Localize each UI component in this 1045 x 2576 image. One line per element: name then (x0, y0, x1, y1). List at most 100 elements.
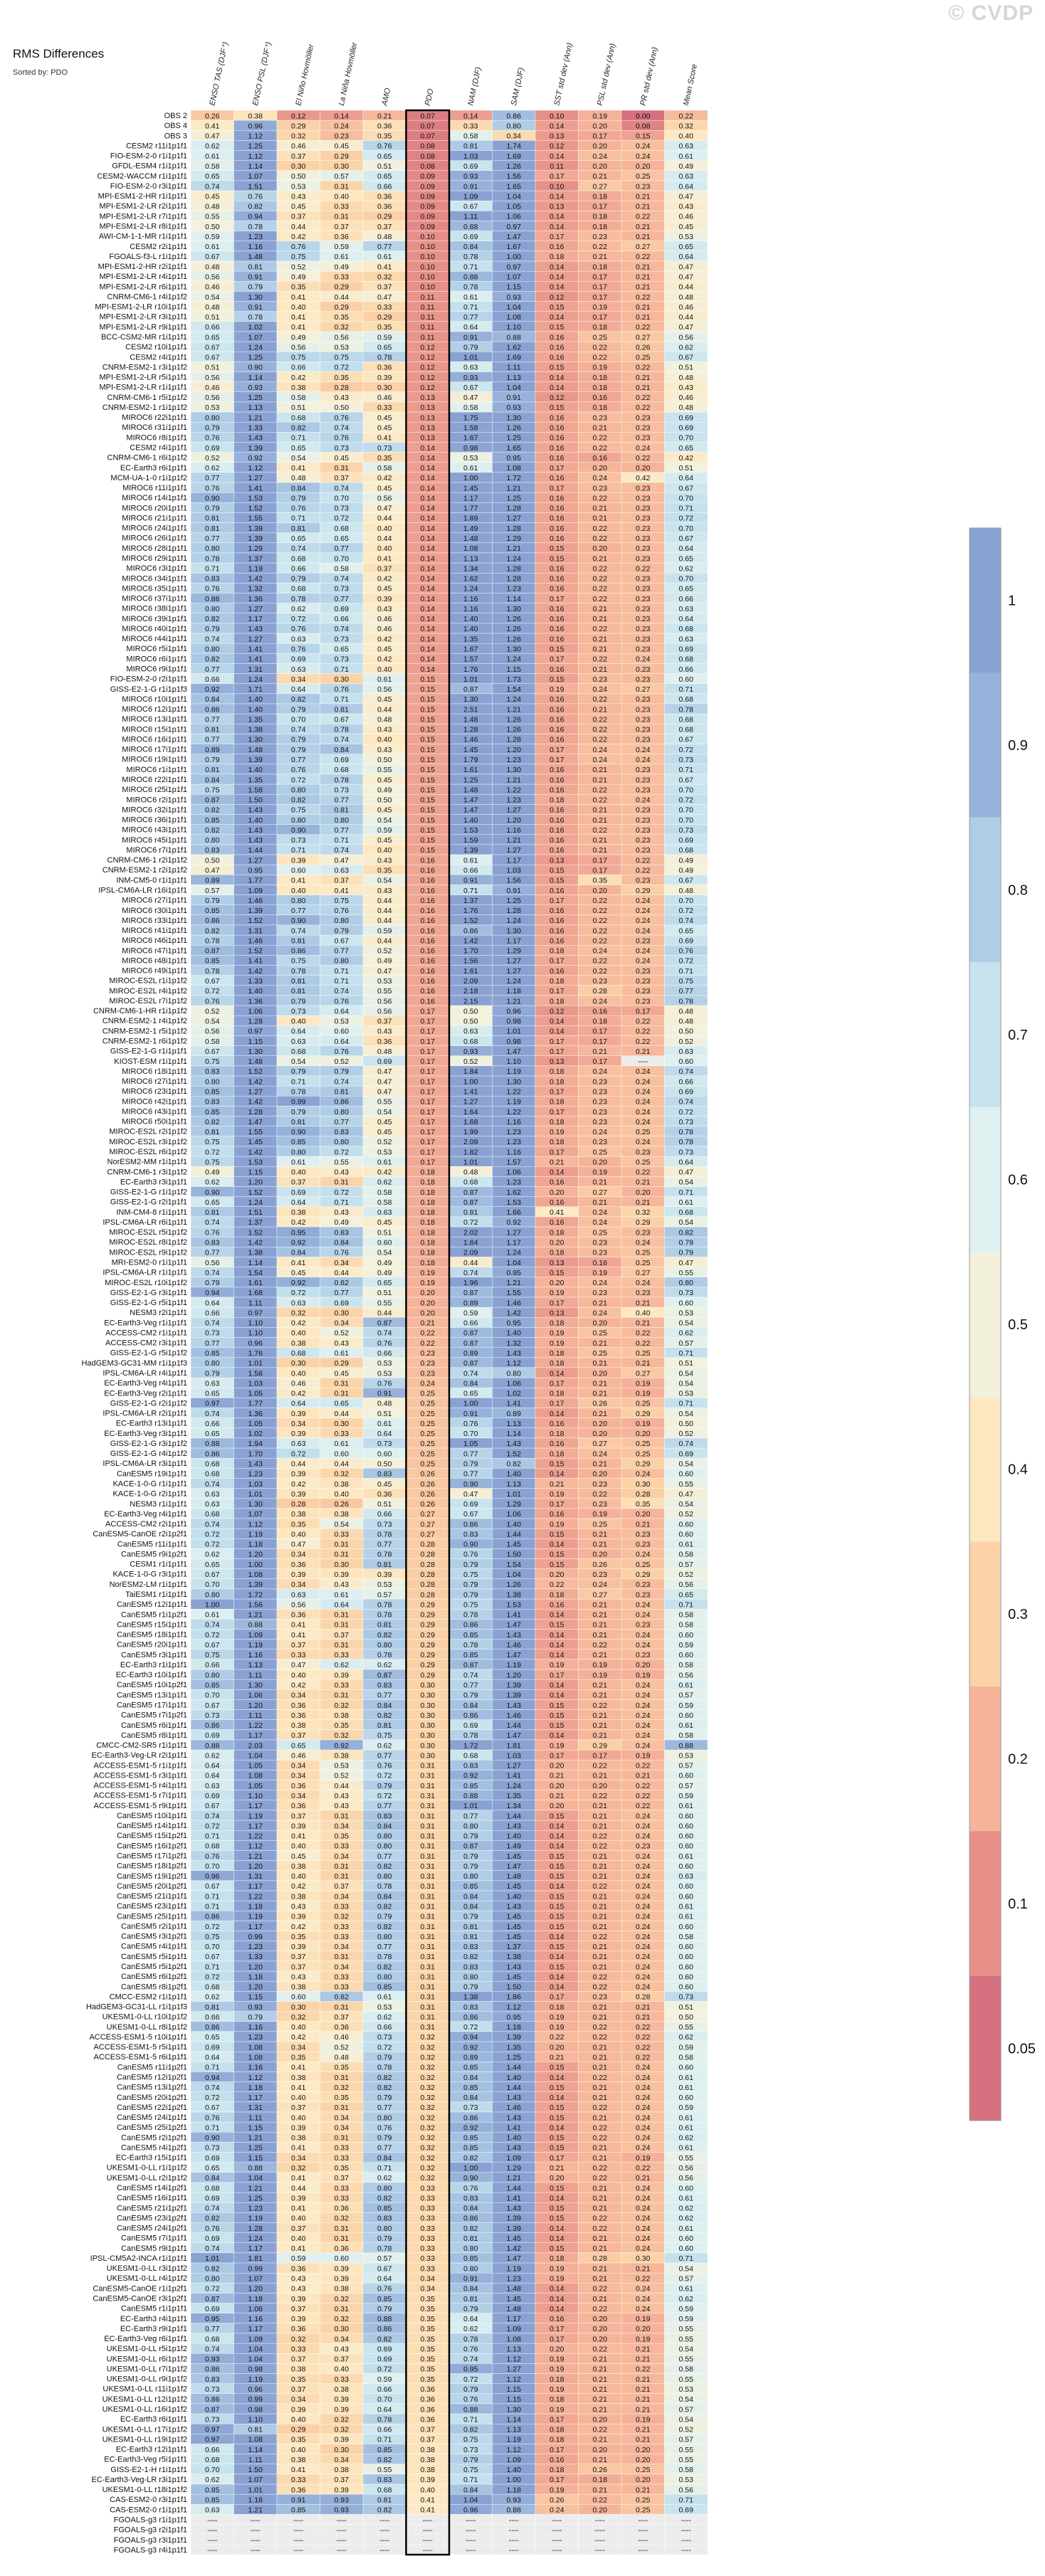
cell-value: 0.24 (636, 2113, 651, 2122)
cell-value: 0.21 (593, 1339, 608, 1348)
cell-value: 0.09 (421, 213, 436, 221)
cell-value: 0.53 (291, 182, 306, 191)
cell-value: 0.66 (205, 2013, 220, 2022)
cell-value: 0.72 (205, 1631, 220, 1640)
cell-value: 1.27 (248, 635, 263, 643)
cell-value: 1.30 (507, 1077, 522, 1086)
cell-value: 0.32 (291, 1309, 306, 1317)
cell-value: 1.06 (248, 1691, 263, 1700)
cell-value: 1.96 (463, 1279, 478, 1287)
cell-value: 0.80 (377, 1872, 392, 1881)
cell-value: 0.16 (550, 836, 564, 845)
cell-value: 1.36 (248, 997, 263, 1005)
cell-value: 1.27 (507, 846, 522, 855)
cell-value: 0.76 (335, 907, 350, 915)
cell-value: 0.83 (463, 2194, 478, 2202)
cell-value: 1.14 (248, 1259, 263, 1267)
cell-value: 1.48 (463, 715, 478, 724)
cell-value: 0.58 (679, 1731, 694, 1740)
cell-value: 0.35 (377, 454, 392, 463)
cell-value: 0.61 (377, 675, 392, 684)
cell-value: 0.24 (593, 1128, 608, 1136)
cell-value: 0.24 (636, 1470, 651, 1479)
cell-value: 0.10 (421, 233, 436, 241)
cell-value: 0.37 (335, 474, 350, 482)
cell-value: 0.16 (550, 243, 564, 251)
cell-value: 0.59 (377, 927, 392, 935)
cell-value: 1.39 (248, 1580, 263, 1589)
cell-value: 0.40 (291, 887, 306, 895)
cell-value: 0.65 (205, 1430, 220, 1438)
cell-value: 1.30 (463, 695, 478, 704)
cell-value: 0.75 (291, 957, 306, 966)
cell-value: 0.63 (377, 1208, 392, 1217)
cell-value: 0.72 (291, 1450, 306, 1458)
column-header: ENSO TAS (DJF⁺) (208, 41, 230, 107)
cell-value: 0.16 (421, 887, 436, 895)
cell-value: 0.21 (636, 303, 651, 312)
cell-value: 0.40 (291, 1018, 306, 1026)
cell-value: 1.20 (507, 746, 522, 754)
cell-value: 0.34 (335, 2123, 350, 2132)
cell-value: 0.16 (550, 887, 564, 895)
cell-value: 0.68 (679, 1208, 694, 1217)
cell-value: 0.14 (421, 494, 436, 502)
cell-value: 0.67 (205, 1047, 220, 1056)
cell-value: 0.72 (205, 1923, 220, 1931)
cell-value: 1.01 (248, 1490, 263, 1499)
cell-value: 0.45 (335, 142, 350, 151)
cell-value: 1.06 (507, 1510, 522, 1519)
cell-value: 0.52 (679, 1571, 694, 1579)
cell-value: 1.15 (507, 283, 522, 292)
cell-value: 0.15 (550, 1721, 564, 1730)
cell-value: 0.55 (679, 2023, 694, 2032)
cell-value: 0.17 (550, 2154, 564, 2163)
cell-value: 0.46 (377, 394, 392, 402)
cell-value: 0.57 (679, 1782, 694, 1790)
cell-value: 0.38 (291, 1892, 306, 1901)
cell-value: 0.73 (377, 2033, 392, 2042)
cell-value: 0.13 (421, 434, 436, 443)
cell-value: 0.21 (593, 1963, 608, 1971)
cell-value: 0.24 (636, 1822, 651, 1830)
cell-value: 0.25 (593, 1329, 608, 1338)
cell-value: 1.71 (248, 685, 263, 694)
cell-value: 1.16 (248, 2064, 263, 2072)
cell-value: 0.15 (421, 776, 436, 784)
cell-value: 0.72 (205, 1530, 220, 1538)
cell-value: 0.16 (550, 786, 564, 794)
cell-value: 0.70 (291, 715, 306, 724)
cell-value: 0.33 (335, 1430, 350, 1438)
cell-value: 0.22 (593, 1701, 608, 1710)
cell-value: 1.38 (507, 1953, 522, 1961)
cell-value: 0.62 (205, 1178, 220, 1187)
cell-value: 0.74 (205, 182, 220, 191)
cell-value: 0.24 (593, 997, 608, 1005)
cell-value: 0.56 (205, 273, 220, 281)
cell-value: 0.36 (291, 1561, 306, 1569)
cell-value: 0.86 (463, 2013, 478, 2022)
cell-value: 0.35 (335, 2164, 350, 2173)
cell-value: 0.72 (679, 796, 694, 805)
cell-value: 0.34 (335, 1963, 350, 1971)
cell-value: 0.16 (421, 947, 436, 956)
cell-value: 0.19 (550, 1339, 564, 1348)
cell-value: 1.25 (248, 354, 263, 362)
cell-value: 1.12 (507, 1359, 522, 1368)
cell-value: 0.14 (550, 313, 564, 322)
cell-value: 0.16 (421, 866, 436, 875)
cell-value: 1.19 (248, 1641, 263, 1649)
cell-value: 0.32 (335, 1731, 350, 1740)
cell-value: 0.16 (593, 454, 608, 463)
cell-value: 0.14 (550, 1541, 564, 1549)
cell-value: 0.33 (335, 1530, 350, 1538)
cell-value: 0.44 (377, 705, 392, 714)
cell-value: 0.66 (377, 1510, 392, 1519)
cell-value: 1.12 (507, 2003, 522, 2012)
cell-value: 0.17 (550, 172, 564, 181)
cell-value: 0.37 (377, 283, 392, 292)
cell-value: 0.69 (335, 605, 350, 613)
cell-value: 0.86 (205, 1913, 220, 1921)
cell-value: 0.79 (377, 2134, 392, 2143)
cell-value: 0.23 (636, 776, 651, 784)
